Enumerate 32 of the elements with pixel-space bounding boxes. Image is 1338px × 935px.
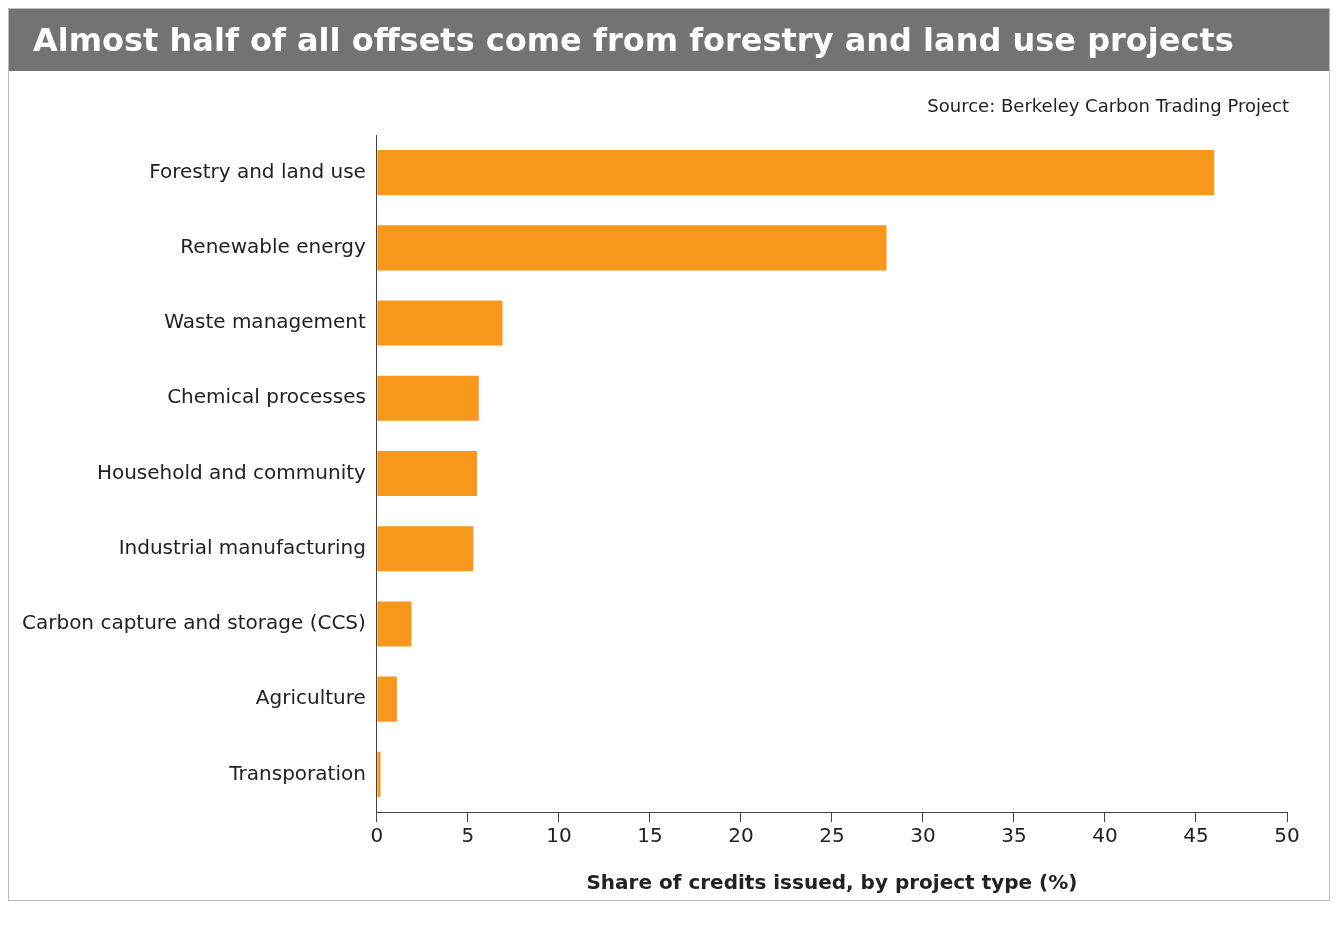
bar xyxy=(377,601,412,647)
y-tick-label: Waste management xyxy=(164,309,367,334)
bar xyxy=(377,375,479,421)
x-tick-label: 45 xyxy=(1183,823,1209,848)
y-tick-label: Carbon capture and storage (CCS) xyxy=(21,610,366,635)
x-tick-label: 0 xyxy=(370,823,384,848)
x-tick-label: 10 xyxy=(546,823,572,848)
chart-title: Almost half of all offsets come from forestry and land use projects xyxy=(9,9,1329,71)
x-tick-label: 50 xyxy=(1274,823,1300,848)
x-axis-title: Share of credits issued, by project type (%) xyxy=(586,870,1078,895)
y-tick-label: Household and community xyxy=(96,459,367,484)
x-tick-label: 30 xyxy=(910,823,936,848)
x-tick-label: 15 xyxy=(637,823,663,848)
y-tick-label: Renewable energy xyxy=(180,234,367,259)
x-tick-label: 25 xyxy=(819,823,845,848)
bar xyxy=(377,526,474,572)
bar xyxy=(377,676,397,722)
x-tick-label: 5 xyxy=(461,823,475,848)
y-tick-label: Chemical processes xyxy=(167,384,366,409)
source-note: Source: Berkeley Carbon Trading Project xyxy=(926,94,1290,118)
x-tick-label: 35 xyxy=(1001,823,1027,848)
y-tick-label: Forestry and land use xyxy=(149,158,366,183)
x-tick-label: 20 xyxy=(728,823,754,848)
bar xyxy=(377,450,477,497)
y-tick-label: Agriculture xyxy=(255,685,366,710)
y-tick-label: Transporation xyxy=(228,760,366,785)
bar xyxy=(377,225,887,271)
x-tick-label: 40 xyxy=(1092,823,1118,848)
y-tick-label: Industrial manufacturing xyxy=(118,534,366,559)
bar xyxy=(377,150,1215,196)
bar xyxy=(377,751,381,797)
bar xyxy=(377,300,503,346)
